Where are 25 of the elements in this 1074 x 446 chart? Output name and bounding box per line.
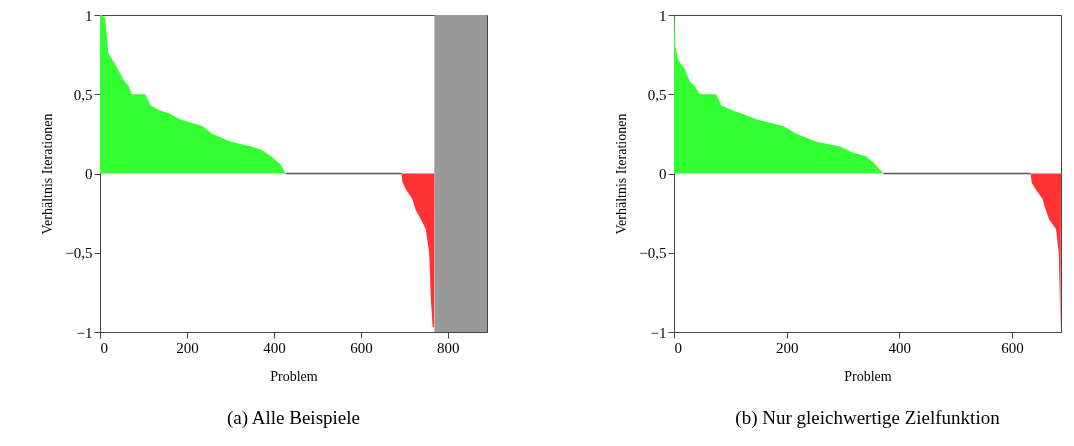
x-tick-label: 0 (674, 339, 682, 356)
y-axis-title: Verhältnis Iterationen (40, 113, 56, 235)
x-tick-label: 800 (437, 339, 460, 356)
y-tick-label: −1 (76, 324, 93, 341)
text: (b) Nur gleichwertige Zielfunktion (735, 407, 1001, 429)
x-axis-title: Problem (270, 368, 318, 384)
x-tick-label: 600 (350, 339, 373, 356)
y-tick-label: −0,5 (639, 245, 667, 262)
x-tick-label: 400 (888, 339, 912, 356)
y-tick-label: 0 (659, 166, 667, 182)
x-tick-label: 0 (100, 339, 108, 356)
x-tick-label: 200 (775, 339, 799, 356)
x-tick-label: 200 (176, 339, 199, 356)
y-tick-label: 0 (85, 166, 93, 182)
y-tick-label: −1 (650, 324, 667, 341)
x-tick-label: 400 (263, 339, 286, 356)
y-axis-title: Verhältnis Iterationen (614, 113, 630, 235)
y-tick-label: 1 (659, 7, 667, 24)
y-tick-label: 0,5 (647, 86, 667, 103)
y-tick-label: 1 (85, 7, 93, 24)
x-tick-label: 600 (1001, 339, 1024, 356)
y-tick-label: 0,5 (73, 86, 93, 103)
x-axis-title: Problem (844, 368, 892, 384)
y-tick-label: −0,5 (65, 245, 93, 262)
text: (a) Alle Beispiele (227, 407, 360, 429)
